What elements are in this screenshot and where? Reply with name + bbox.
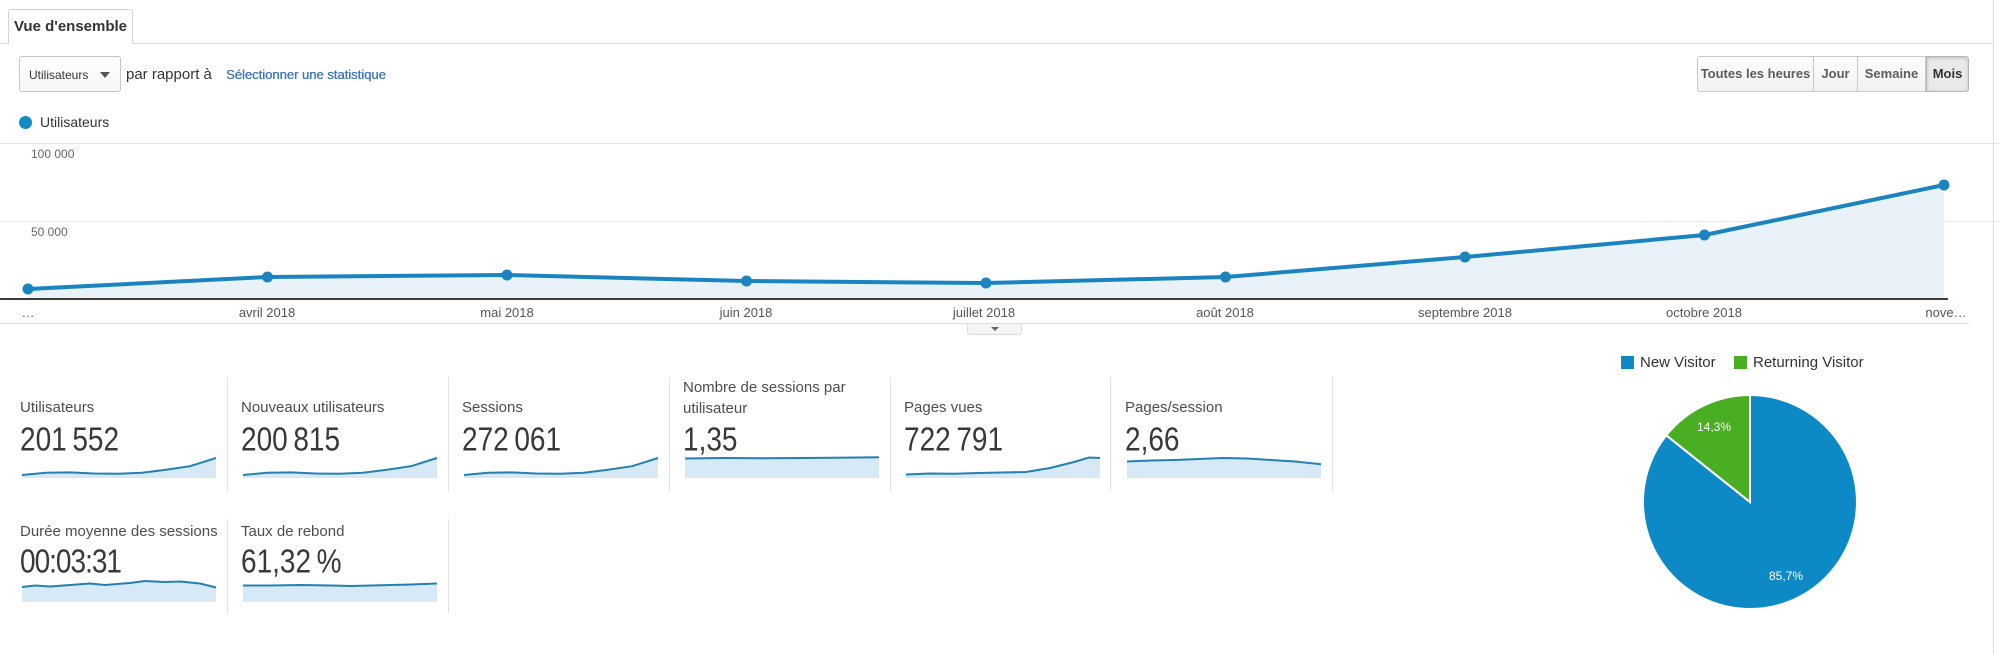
svg-text:14,3%: 14,3%	[1697, 420, 1731, 434]
svg-text:85,7%: 85,7%	[1769, 569, 1803, 583]
